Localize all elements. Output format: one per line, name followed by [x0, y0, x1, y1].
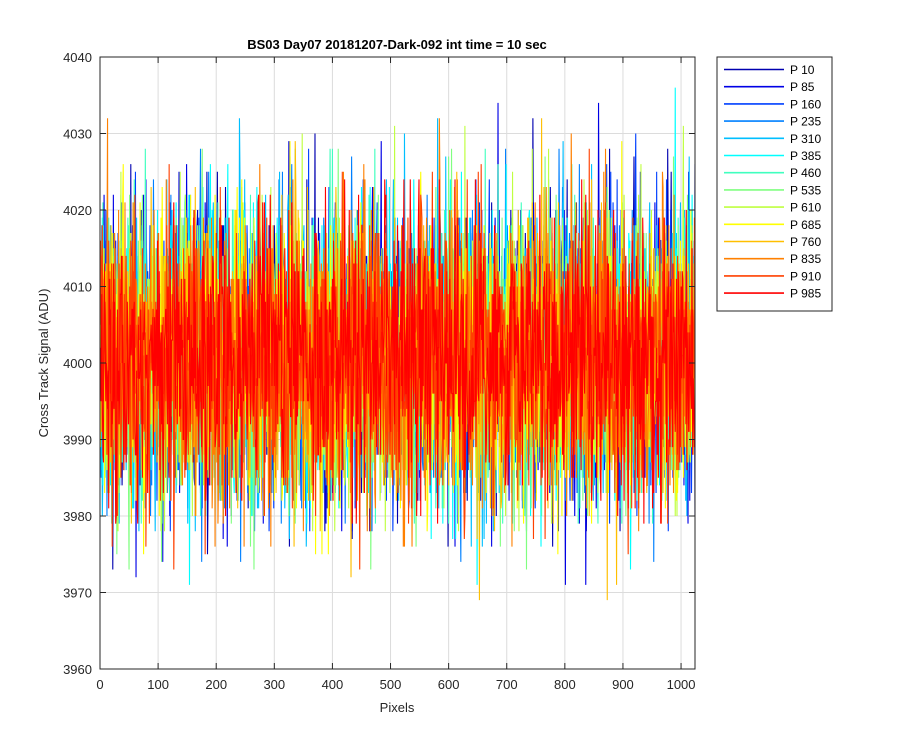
y-tick-label: 3990: [63, 433, 92, 448]
axis-ticks: 0 100 200 300 400 500 600 700 800 900 1000 3960 3970…: [63, 50, 695, 692]
y-tick-label: 3980: [63, 509, 92, 524]
legend-label: P 835: [790, 252, 821, 266]
x-tick-label: 700: [496, 677, 518, 692]
chart-title: BS03 Day07 20181207-Dark-092 int time = …: [247, 37, 547, 52]
legend-label: P 310: [790, 132, 821, 146]
legend-label: P 160: [790, 97, 821, 111]
legend-label: P 85: [790, 80, 815, 94]
legend-label: P 10: [790, 63, 815, 77]
legend-label: P 910: [790, 269, 821, 283]
series-line: [100, 179, 695, 524]
legend-label: P 460: [790, 166, 821, 180]
legend-label: P 535: [790, 183, 821, 197]
legend-label: P 985: [790, 287, 821, 301]
legend-label: P 235: [790, 115, 821, 129]
x-tick-label: 200: [205, 677, 227, 692]
legend-label: P 385: [790, 149, 821, 163]
x-tick-label: 800: [554, 677, 576, 692]
y-axis-label: Cross Track Signal (ADU): [36, 289, 51, 438]
y-tick-label: 4000: [63, 356, 92, 371]
x-tick-label: 400: [322, 677, 344, 692]
x-tick-label: 600: [438, 677, 460, 692]
x-tick-label: 900: [612, 677, 634, 692]
y-tick-label: 4040: [63, 50, 92, 65]
x-tick-label: 100: [147, 677, 169, 692]
y-tick-label: 4010: [63, 280, 92, 295]
x-tick-label: 500: [380, 677, 402, 692]
legend-label: P 685: [790, 218, 821, 232]
y-tick-label: 3960: [63, 662, 92, 677]
y-tick-label: 4030: [63, 127, 92, 142]
legend-label: P 610: [790, 201, 821, 215]
x-tick-label: 300: [263, 677, 285, 692]
x-tick-label: 1000: [667, 677, 696, 692]
x-tick-label: 0: [96, 677, 103, 692]
x-axis-label: Pixels: [380, 700, 415, 715]
legend: P 10 P 85 P 160 P 235 P 310 P 385 P 460 P 535 P …: [716, 56, 833, 312]
legend-label: P 760: [790, 235, 821, 249]
legend-box: [716, 56, 833, 312]
series-lines: [100, 87, 695, 601]
y-tick-label: 3970: [63, 586, 92, 601]
y-tick-label: 4020: [63, 203, 92, 218]
